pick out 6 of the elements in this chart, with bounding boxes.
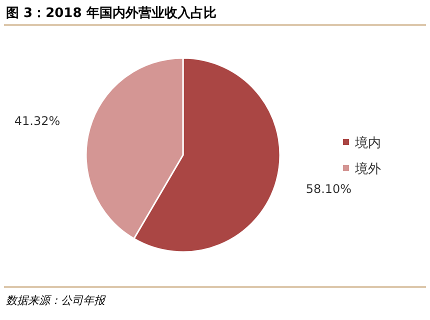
legend-label: 境外 — [354, 161, 381, 177]
data-label: 41.32% — [14, 114, 60, 128]
source-note: 数据来源：公司年报 — [6, 294, 106, 307]
chart-title: 图 3：2018 年国内外营业收入占比 — [6, 5, 216, 21]
data-label: 58.10% — [306, 182, 352, 196]
legend-label: 境内 — [354, 135, 381, 151]
